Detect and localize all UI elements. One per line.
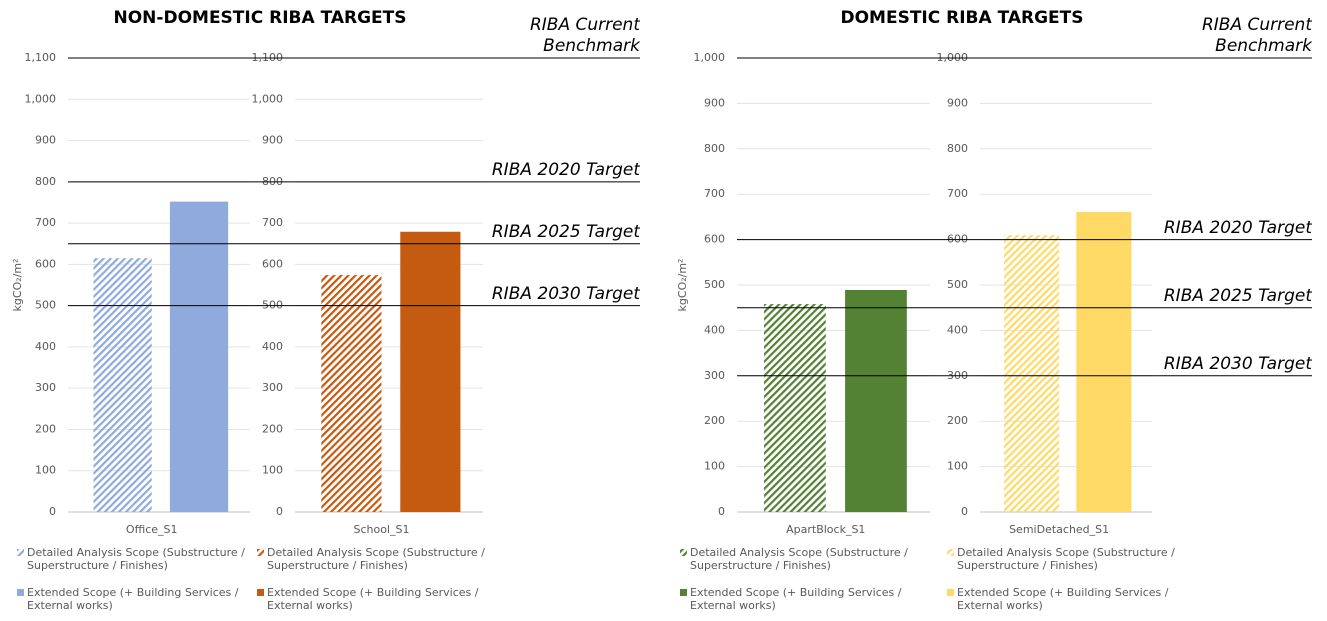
y-axis-label: kgCO₂/m² bbox=[11, 259, 24, 312]
reference-label-text: RIBA 2025 Target bbox=[1163, 285, 1312, 306]
reference-label: RIBA 2025 Target bbox=[491, 221, 640, 242]
legend-swatch bbox=[947, 589, 954, 596]
legend-swatch bbox=[257, 549, 264, 556]
legend-entry: Detailed Analysis Scope (Substructure / … bbox=[27, 546, 245, 572]
y-tick-label: 0 bbox=[276, 505, 283, 518]
reference-label: RIBA Current Benchmark bbox=[1201, 15, 1312, 56]
y-tick-label: 1,000 bbox=[694, 51, 726, 64]
y-tick-label: 900 bbox=[704, 96, 725, 109]
x-tick-label: Office_S1 bbox=[126, 523, 178, 536]
y-tick-label: 800 bbox=[947, 142, 968, 155]
y-tick-label: 300 bbox=[262, 381, 283, 394]
y-tick-label: 900 bbox=[947, 96, 968, 109]
x-tick-label: School_S1 bbox=[353, 523, 409, 536]
reference-label-text: RIBA 2020 Target bbox=[491, 159, 640, 180]
y-tick-label: 200 bbox=[704, 414, 725, 427]
legend-text: Detailed Analysis Scope (Substructure / … bbox=[267, 546, 485, 572]
y-tick-label: 200 bbox=[35, 422, 56, 435]
y-tick-label: 400 bbox=[947, 323, 968, 336]
y-tick-label: 200 bbox=[262, 422, 283, 435]
y-tick-label: 100 bbox=[947, 460, 968, 473]
reference-label: RIBA Current Benchmark bbox=[529, 15, 640, 56]
y-tick-label: 700 bbox=[704, 187, 725, 200]
y-tick-label: 100 bbox=[704, 460, 725, 473]
legend-entry: Detailed Analysis Scope (Substructure / … bbox=[957, 546, 1175, 572]
reference-label-text: RIBA Current Benchmark bbox=[529, 15, 640, 56]
y-tick-label: 800 bbox=[35, 175, 56, 188]
legend-text: Detailed Analysis Scope (Substructure / … bbox=[690, 546, 908, 572]
y-tick-label: 400 bbox=[35, 340, 56, 353]
y-tick-label: 700 bbox=[262, 216, 283, 229]
y-tick-label: 700 bbox=[947, 187, 968, 200]
y-tick-label: 200 bbox=[947, 414, 968, 427]
y-tick-label: 1,000 bbox=[25, 92, 57, 105]
reference-label-text: RIBA 2025 Target bbox=[491, 221, 640, 242]
bar bbox=[845, 289, 907, 512]
chart-title: NON-DOMESTIC RIBA TARGETS bbox=[114, 8, 407, 28]
legend-text: Extended Scope (+ Building Services / Ex… bbox=[957, 586, 1169, 612]
reference-label-text: RIBA 2030 Target bbox=[1163, 353, 1312, 374]
y-tick-label: 400 bbox=[262, 340, 283, 353]
bar bbox=[1004, 235, 1060, 512]
legend-swatch bbox=[17, 589, 24, 596]
bar bbox=[93, 258, 152, 512]
bar bbox=[400, 231, 461, 512]
y-tick-label: 0 bbox=[49, 505, 56, 518]
y-tick-label: 0 bbox=[718, 505, 725, 518]
y-tick-label: 400 bbox=[704, 323, 725, 336]
bar bbox=[169, 201, 229, 512]
legend-swatch bbox=[17, 549, 24, 556]
legend-swatch bbox=[680, 549, 687, 556]
y-tick-label: 0 bbox=[961, 505, 968, 518]
y-tick-label: 300 bbox=[704, 369, 725, 382]
legend-entry: Detailed Analysis Scope (Substructure / … bbox=[690, 546, 908, 572]
y-tick-label: 1,100 bbox=[25, 51, 57, 64]
y-tick-label: 600 bbox=[262, 257, 283, 270]
legend-text: Extended Scope (+ Building Services / Ex… bbox=[267, 586, 479, 612]
legend-entry: Extended Scope (+ Building Services / Ex… bbox=[957, 586, 1169, 612]
legend-entry: Extended Scope (+ Building Services / Ex… bbox=[267, 586, 479, 612]
y-tick-label: 1,000 bbox=[252, 92, 284, 105]
reference-label-text: RIBA 2020 Target bbox=[1163, 217, 1312, 238]
legend-entry: Detailed Analysis Scope (Substructure / … bbox=[267, 546, 485, 572]
reference-label: RIBA 2025 Target bbox=[1163, 285, 1312, 306]
x-tick-label: SemiDetached_S1 bbox=[1009, 523, 1109, 536]
y-tick-label: 600 bbox=[35, 257, 56, 270]
legend-text: Extended Scope (+ Building Services / Ex… bbox=[690, 586, 902, 612]
legend-text: Extended Scope (+ Building Services / Ex… bbox=[27, 586, 239, 612]
y-tick-label: 100 bbox=[35, 464, 56, 477]
reference-label: RIBA 2030 Target bbox=[491, 283, 640, 304]
y-tick-label: 900 bbox=[262, 134, 283, 147]
reference-label: RIBA 2020 Target bbox=[491, 159, 640, 180]
bar bbox=[321, 275, 382, 512]
legend-text: Detailed Analysis Scope (Substructure / … bbox=[27, 546, 245, 572]
y-tick-label: 500 bbox=[947, 278, 968, 291]
y-tick-label: 500 bbox=[704, 278, 725, 291]
legend-swatch bbox=[947, 549, 954, 556]
legend-swatch bbox=[680, 589, 687, 596]
y-tick-label: 100 bbox=[262, 464, 283, 477]
legend-text: Detailed Analysis Scope (Substructure / … bbox=[957, 546, 1175, 572]
reference-label-text: RIBA 2030 Target bbox=[491, 283, 640, 304]
legend-entry: Extended Scope (+ Building Services / Ex… bbox=[690, 586, 902, 612]
y-tick-label: 900 bbox=[35, 134, 56, 147]
legend-entry: Extended Scope (+ Building Services / Ex… bbox=[27, 586, 239, 612]
y-tick-label: 700 bbox=[35, 216, 56, 229]
reference-label: RIBA 2030 Target bbox=[1163, 353, 1312, 374]
reference-label-text: RIBA Current Benchmark bbox=[1201, 15, 1312, 56]
bar bbox=[764, 304, 826, 512]
y-tick-label: 600 bbox=[704, 233, 725, 246]
y-tick-label: 500 bbox=[35, 299, 56, 312]
bar bbox=[1076, 211, 1132, 512]
x-tick-label: ApartBlock_S1 bbox=[786, 523, 865, 536]
y-axis-label: kgCO₂/m² bbox=[676, 259, 689, 312]
y-tick-label: 300 bbox=[35, 381, 56, 394]
legend-swatch bbox=[257, 589, 264, 596]
chart-title: DOMESTIC RIBA TARGETS bbox=[840, 8, 1083, 28]
y-tick-label: 800 bbox=[704, 142, 725, 155]
reference-label: RIBA 2020 Target bbox=[1163, 217, 1312, 238]
